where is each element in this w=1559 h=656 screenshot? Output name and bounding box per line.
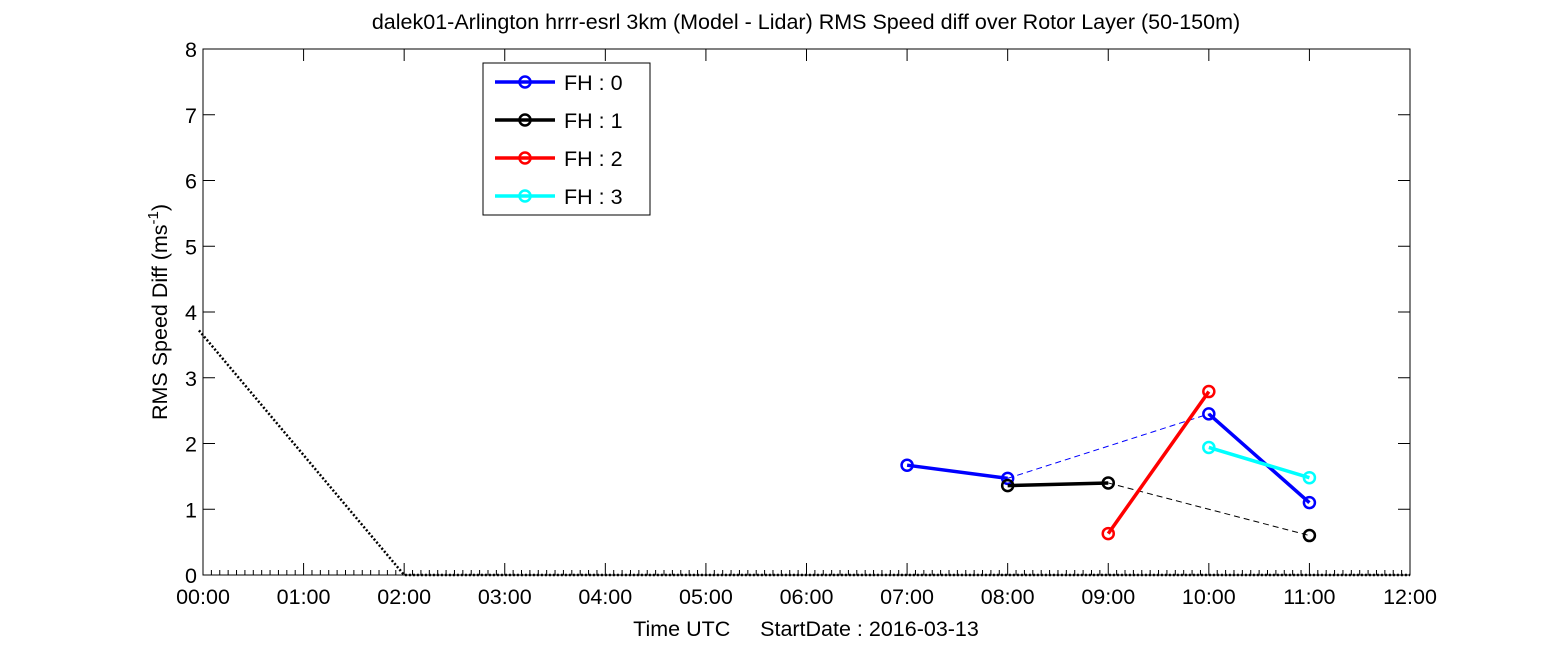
series-dashed-connector — [1108, 482, 1310, 537]
y-axis-label: RMS Speed Diff (ms-1) — [145, 204, 172, 420]
x-tick-label: 05:00 — [679, 585, 733, 609]
y-tick-label: 6 — [185, 170, 197, 194]
series-fh-0 — [900, 407, 1317, 510]
x-tick-label: 02:00 — [377, 585, 431, 609]
y-tick-label: 1 — [185, 498, 197, 522]
series-line-segment — [1106, 390, 1211, 535]
legend-entry-label: FH : 1 — [564, 109, 623, 133]
legend-swatch-marker — [518, 189, 532, 203]
x-tick-label: 00:00 — [176, 585, 230, 609]
x-tick-label: 12:00 — [1383, 585, 1437, 609]
y-tick-label: 8 — [185, 38, 197, 62]
legend-swatch-marker — [518, 113, 532, 127]
plot-area — [198, 329, 1410, 577]
data-point-marker — [1000, 478, 1015, 493]
data-point-marker — [1302, 495, 1317, 510]
data-point-marker — [1202, 384, 1216, 399]
series-line-segment — [1007, 481, 1109, 488]
y-axis-label-unit-superscript: -1 — [145, 211, 162, 224]
x-axis-ticks: 00:00 01:00 02:00 03:00 04:00 05:00 06:00 07:00… — [176, 49, 1437, 609]
data-point-marker — [1202, 440, 1216, 455]
series-line-segment — [906, 463, 1008, 481]
x-tick-label: 08:00 — [981, 585, 1035, 609]
x-tick-label: 11:00 — [1283, 585, 1335, 609]
x-tick-label: 04:00 — [578, 585, 632, 609]
series-line-segment — [1207, 412, 1311, 504]
data-point-marker — [1101, 476, 1115, 490]
x-axis-label: Time UTC StartDate : 2016-03-13 — [633, 617, 979, 641]
x-tick-label: 09:00 — [1081, 585, 1135, 609]
y-tick-label: 2 — [185, 433, 197, 457]
y-tick-label: 4 — [185, 301, 197, 325]
series-fh-1 — [1000, 476, 1317, 543]
legend-entry-label: FH : 2 — [564, 147, 623, 171]
data-point-marker — [1101, 526, 1115, 541]
y-axis-label-close: ) — [148, 204, 172, 211]
series-line-segment — [1208, 445, 1310, 480]
x-tick-label: 06:00 — [780, 585, 834, 609]
plot-frame — [202, 48, 1411, 576]
legend: FH : 0 FH : 1 FH : 2 FH : 3 — [482, 62, 651, 216]
y-tick-label: 7 — [185, 104, 197, 128]
data-point-marker — [1302, 470, 1317, 485]
legend-entry-label: FH : 3 — [564, 185, 623, 209]
legend-swatch-marker — [518, 75, 532, 89]
data-point-marker — [1202, 407, 1216, 421]
legend-box — [482, 62, 651, 216]
y-axis-ticks: 0 1 2 3 4 5 6 7 8 — [185, 38, 1410, 588]
legend-swatch-marker — [518, 151, 532, 165]
y-tick-label: 0 — [185, 564, 197, 588]
y-axis-label-main: RMS Speed Diff (ms — [148, 224, 172, 420]
series-dashed-connector — [1007, 413, 1209, 479]
chart-title: dalek01-Arlington hrrr-esrl 3km (Model -… — [372, 10, 1240, 34]
x-tick-label: 07:00 — [880, 585, 934, 609]
y-tick-label: 5 — [185, 235, 197, 259]
data-point-marker — [1302, 528, 1317, 543]
series-fh-3 — [1202, 440, 1317, 485]
legend-entry-label: FH : 0 — [564, 71, 623, 95]
x-tick-label: 01:00 — [277, 585, 331, 609]
x-tick-label: 03:00 — [478, 585, 532, 609]
data-point-marker — [900, 458, 914, 472]
series-fh-2 — [1101, 384, 1216, 541]
y-tick-label: 3 — [185, 367, 197, 391]
x-tick-label: 10:00 — [1182, 585, 1236, 609]
